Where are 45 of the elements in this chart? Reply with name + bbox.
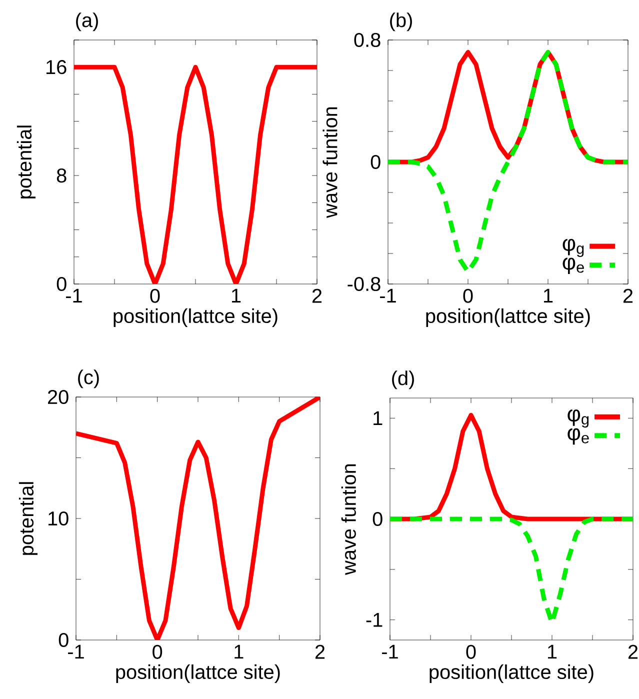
- legend-label: φ$_{e}$: [568, 428, 589, 445]
- x-tick-label: 0: [150, 288, 160, 303]
- y-axis-title: wave funtion: [341, 464, 356, 575]
- y-tick-label: 8: [56, 168, 66, 183]
- y-tick-label: 0: [372, 512, 382, 526]
- x-axis-title: position(lattce site): [116, 664, 280, 684]
- y-axis-title: potential: [18, 482, 38, 555]
- x-tick-label: -1: [68, 644, 84, 659]
- y-tick-label: -0.8: [348, 276, 380, 292]
- x-tick-label: 0: [463, 288, 473, 303]
- legend-label: φ$_{e}$: [562, 258, 584, 274]
- x-tick-label: -1: [382, 644, 398, 659]
- x-tick-label: 2: [312, 288, 322, 303]
- y-tick-label: 0: [58, 632, 68, 648]
- x-tick-label: 1: [548, 644, 557, 659]
- x-axis-title: position(lattce site): [114, 308, 278, 328]
- y-tick-label: 0: [56, 276, 66, 292]
- chart-title: (a): [76, 12, 98, 32]
- y-axis-title: wave funtion: [322, 107, 338, 218]
- x-tick-label: 1: [234, 644, 244, 659]
- x-tick-label: 2: [628, 644, 638, 659]
- y-tick-label: 0.8: [354, 32, 380, 48]
- x-tick-label: -1: [66, 288, 82, 303]
- x-tick-label: 2: [623, 288, 633, 303]
- x-tick-label: 1: [232, 288, 241, 303]
- line-series: [76, 397, 320, 640]
- x-axis-title: position(lattce site): [430, 664, 594, 684]
- y-tick-label: 20: [48, 390, 68, 404]
- x-tick-label: 0: [152, 644, 162, 659]
- x-tick-label: 1: [544, 288, 553, 303]
- chart-title: (b): [390, 12, 412, 32]
- y-tick-label: 10: [48, 511, 68, 526]
- chart-title: (c): [78, 370, 99, 388]
- y-tick-label: 16: [46, 60, 66, 74]
- x-tick-label: 0: [466, 644, 476, 659]
- x-axis-title: position(lattce site): [426, 308, 590, 328]
- legend-label: φ$_{g}$: [568, 409, 589, 428]
- y-tick-label: 1: [374, 411, 382, 426]
- y-tick-label: 0: [370, 154, 380, 170]
- y-tick-label: -1: [366, 612, 382, 627]
- line-series: [74, 64, 318, 284]
- chart-title: (d): [392, 370, 414, 390]
- legend-label: φ$_{g}$: [562, 238, 584, 257]
- x-tick-label: 2: [315, 644, 325, 659]
- y-axis-title: potential: [16, 126, 36, 198]
